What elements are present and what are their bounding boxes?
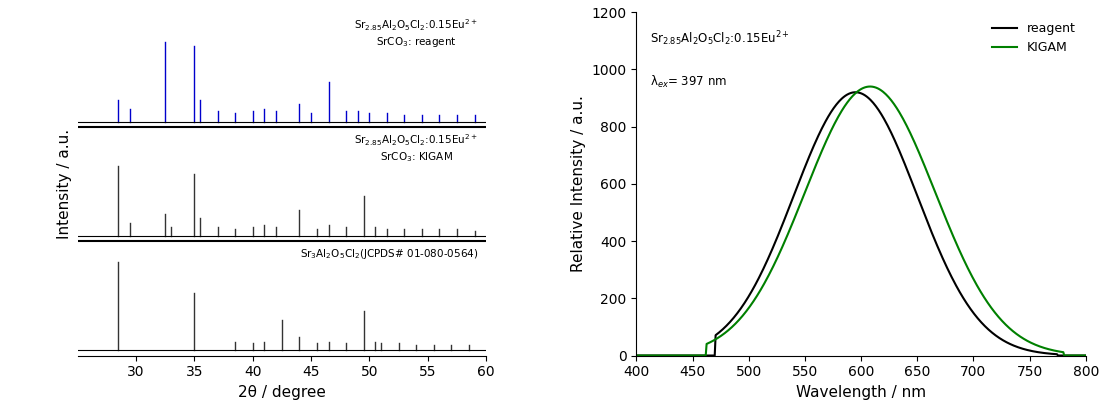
Line: KIGAM: KIGAM [636, 86, 1086, 356]
Y-axis label: Relative Intensity / a.u.: Relative Intensity / a.u. [571, 95, 586, 272]
reagent [899, 162, 912, 166]
reagent [629, 353, 643, 358]
Text: λ$_{ex}$= 397 nm: λ$_{ex}$= 397 nm [649, 74, 727, 90]
KIGAM [843, 97, 856, 102]
KIGAM [874, 88, 888, 93]
X-axis label: Wavelength / nm: Wavelength / nm [796, 385, 926, 400]
X-axis label: 2θ / degree: 2θ / degree [238, 385, 326, 400]
reagent [999, 339, 1013, 344]
KIGAM [1069, 353, 1083, 358]
reagent [874, 110, 888, 115]
Text: Sr$_{2.85}$Al$_2$O$_5$Cl$_2$:0.15Eu$^{2+}$: Sr$_{2.85}$Al$_2$O$_5$Cl$_2$:0.15Eu$^{2+… [649, 29, 790, 48]
KIGAM [999, 322, 1013, 327]
KIGAM [899, 120, 912, 124]
reagent [843, 91, 856, 96]
KIGAM [629, 353, 643, 358]
Y-axis label: Intensity / a.u.: Intensity / a.u. [57, 129, 72, 239]
KIGAM [845, 94, 859, 99]
KIGAM [863, 84, 876, 89]
KIGAM [1079, 353, 1092, 358]
reagent [1079, 353, 1092, 358]
reagent [849, 90, 862, 95]
reagent [845, 90, 859, 95]
Legend: reagent, KIGAM: reagent, KIGAM [988, 18, 1079, 58]
reagent [1069, 353, 1083, 358]
Line: reagent: reagent [636, 92, 1086, 356]
